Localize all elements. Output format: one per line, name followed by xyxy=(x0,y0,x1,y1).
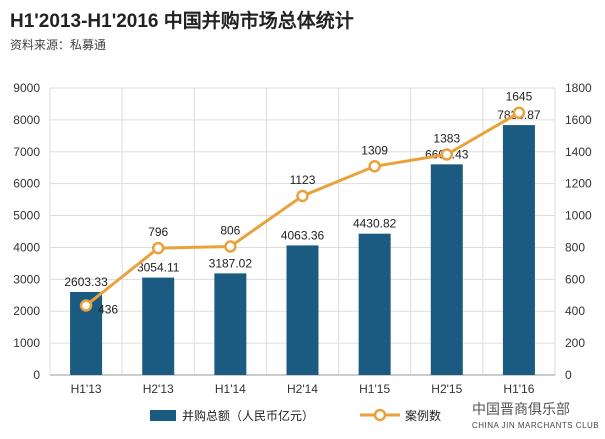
line-value-label: 1645 xyxy=(506,90,533,104)
left-tick-label: 3000 xyxy=(13,272,40,286)
x-tick-label: H2'15 xyxy=(431,382,462,396)
right-tick-label: 1000 xyxy=(565,209,592,223)
chart-title: H1'2013-H1'2016 中国并购市场总体统计 xyxy=(10,11,354,32)
legend-line-label: 案例数 xyxy=(405,408,441,423)
left-tick-label: 6000 xyxy=(13,177,40,191)
legend-bar-label: 并购总额（人民币亿元） xyxy=(182,408,314,423)
right-tick-label: 1600 xyxy=(565,113,592,127)
x-tick-label: H1'14 xyxy=(215,382,246,396)
left-tick-label: 8000 xyxy=(13,113,40,127)
left-tick-label: 4000 xyxy=(13,240,40,254)
right-tick-label: 0 xyxy=(565,368,572,382)
bar-value-label: 3187.02 xyxy=(209,256,253,270)
bar-value-label: 2603.33 xyxy=(64,275,108,289)
left-tick-label: 1000 xyxy=(13,336,40,350)
bar xyxy=(358,233,391,375)
watermark-text-en: CHINA JIN MARCHANTS CLUB xyxy=(472,421,600,430)
legend-bar-swatch xyxy=(150,410,176,421)
x-tick-label: H1'15 xyxy=(359,382,390,396)
bar-value-label: 4063.36 xyxy=(281,228,325,242)
line-value-label: 806 xyxy=(220,223,240,237)
right-tick-label: 1400 xyxy=(565,145,592,159)
line-value-label: 1123 xyxy=(290,173,316,187)
line-point xyxy=(79,299,93,312)
right-tick-label: 200 xyxy=(565,336,585,350)
x-tick-label: H2'14 xyxy=(287,382,318,396)
bar-value-label: 3054.11 xyxy=(137,261,180,275)
chart-source: 资料来源：私募通 xyxy=(10,38,107,52)
line-value-label: 436 xyxy=(98,302,118,316)
line-point xyxy=(512,106,526,119)
line-point xyxy=(296,189,309,203)
line-value-label: 796 xyxy=(148,225,168,239)
right-tick-label: 600 xyxy=(565,272,585,286)
line-point xyxy=(224,240,237,253)
left-tick-label: 2000 xyxy=(13,304,40,318)
bar xyxy=(142,277,175,375)
right-tick-label: 1800 xyxy=(565,81,592,95)
x-tick-label: H1'16 xyxy=(503,382,534,396)
x-tick-label: H1'13 xyxy=(71,382,102,396)
bar xyxy=(430,164,463,375)
bar xyxy=(214,273,247,375)
right-tick-label: 1200 xyxy=(565,177,592,191)
right-tick-label: 800 xyxy=(565,240,585,254)
bar xyxy=(502,125,535,376)
line-point xyxy=(151,241,165,255)
x-tick-label: H2'13 xyxy=(143,382,174,396)
left-tick-label: 9000 xyxy=(13,81,40,95)
line-point xyxy=(368,160,381,173)
line-value-label: 1309 xyxy=(361,143,388,157)
watermark-text: 中国晋商俱乐部 xyxy=(472,401,570,417)
left-tick-label: 0 xyxy=(33,368,40,382)
left-tick-label: 5000 xyxy=(13,209,40,223)
legend-line-marker xyxy=(373,408,387,422)
bar-value-label: 4430.82 xyxy=(353,217,397,231)
right-tick-label: 400 xyxy=(565,304,585,318)
line-point xyxy=(440,148,454,161)
bar xyxy=(286,245,319,375)
left-tick-label: 7000 xyxy=(13,145,40,159)
line-value-label: 1383 xyxy=(433,131,460,145)
